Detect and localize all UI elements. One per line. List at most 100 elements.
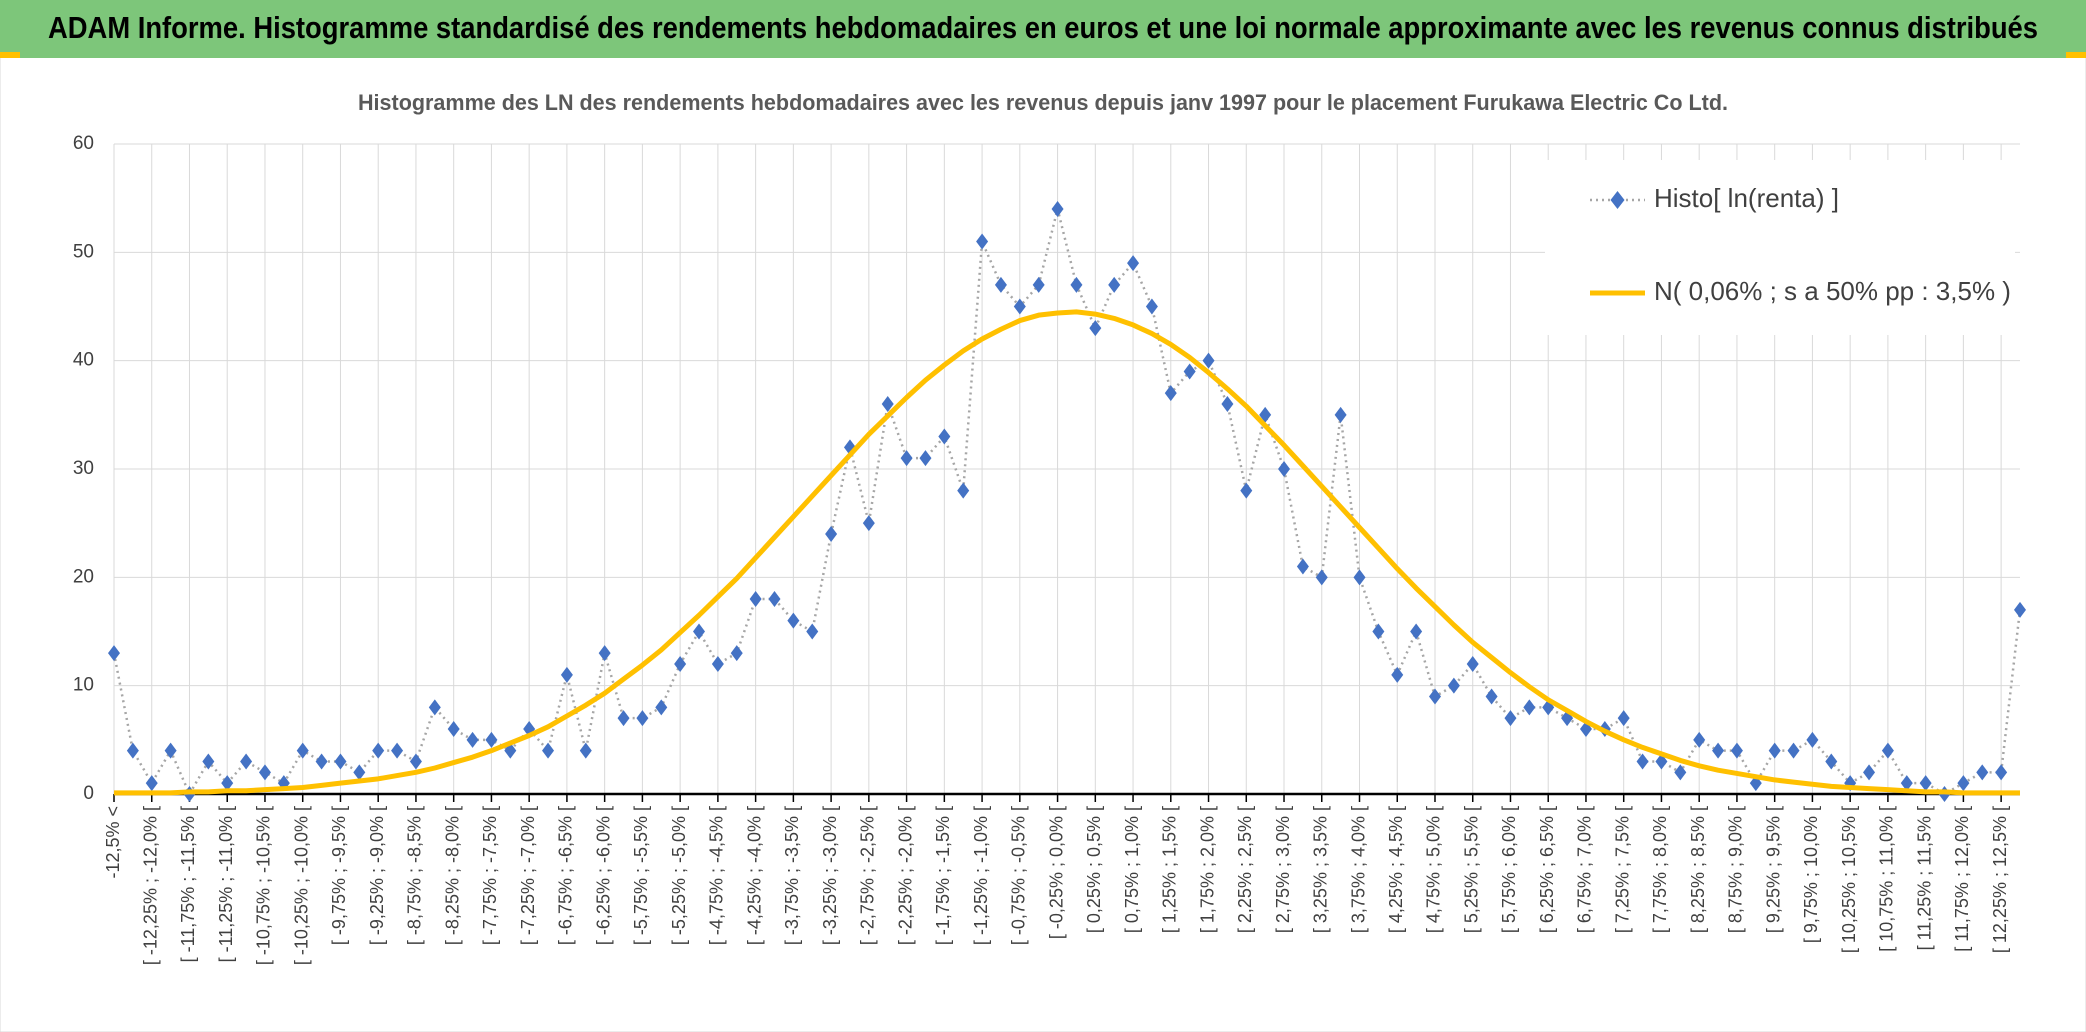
diamond-marker	[1221, 396, 1234, 412]
x-tick-label: [ 7,25% ; 7,5% [	[1612, 806, 1632, 933]
diamond-marker	[1051, 201, 1064, 217]
diamond-marker	[560, 666, 573, 683]
diamond-marker	[1504, 710, 1517, 727]
diamond-marker	[730, 645, 743, 662]
x-tick-label: [ -4,25% ; -4,0% [	[744, 806, 764, 945]
diamond-marker	[825, 526, 838, 542]
diamond-marker	[372, 742, 385, 759]
diamond-marker	[1523, 699, 1536, 716]
diamond-marker	[1315, 569, 1328, 586]
diamond-marker	[1863, 764, 1876, 781]
diamond-marker	[862, 515, 875, 532]
diamond-marker	[994, 276, 1007, 293]
diamond-marker	[1183, 363, 1196, 380]
diamond-marker	[1485, 688, 1498, 705]
x-tick-label: [ -8,25% ; -8,0% [	[442, 806, 462, 945]
diamond-marker	[1881, 742, 1894, 759]
x-tick-label: [ -9,75% ; -9,5% [	[329, 806, 349, 945]
x-tick-label: [ 3,75% ; 4,0% [	[1348, 806, 1368, 933]
diamond-marker	[787, 612, 800, 629]
x-tick-label: [ -3,25% ; -3,0% [	[820, 806, 840, 945]
x-tick-label: [ 2,25% ; 2,5% [	[1235, 806, 1255, 933]
x-tick-label: [ 5,25% ; 5,5% [	[1461, 806, 1481, 933]
x-tick-label: [ -0,75% ; -0,5% [	[1009, 806, 1029, 945]
x-tick-label: [ 1,25% ; 1,5% [	[1160, 806, 1180, 933]
diamond-marker	[1013, 298, 1026, 315]
diamond-marker	[240, 753, 253, 770]
diamond-marker	[693, 623, 706, 640]
x-tick-label: [ 8,25% ; 8,5% [	[1688, 806, 1708, 933]
x-tick-label: [ 2,75% ; 3,0% [	[1273, 806, 1293, 933]
x-tick-label: [ 5,75% ; 6,0% [	[1499, 806, 1519, 933]
y-tick-label: 50	[73, 241, 94, 262]
diamond-marker	[1466, 656, 1479, 672]
x-tick-label: [ 12,25% ; 12,5% [	[1990, 806, 2010, 953]
diamond-marker	[1145, 298, 1158, 315]
diamond-marker	[353, 764, 366, 781]
diamond-marker	[938, 428, 951, 445]
corner	[2066, 52, 2086, 58]
x-tick-label: [ -4,75% ; -4,5% [	[707, 806, 727, 945]
diamond-marker	[806, 623, 819, 640]
diamond-marker	[1428, 688, 1441, 705]
x-tick-label: [ -12,25% ; -12,0% [	[140, 806, 160, 965]
legend-marker	[1610, 191, 1625, 209]
x-tick-label: -12,5% <	[103, 806, 123, 879]
diamond-marker	[1693, 731, 1706, 748]
x-tick-label: [ -8,75% ; -8,5% [	[405, 806, 425, 945]
x-tick-label: [ -6,25% ; -6,0% [	[593, 806, 613, 945]
x-tick-label: [ 10,25% ; 10,5% [	[1839, 806, 1859, 953]
diamond-marker	[1768, 742, 1781, 759]
y-tick-label: 40	[73, 350, 94, 371]
x-tick-label: [ -5,25% ; -5,0% [	[669, 806, 689, 945]
x-tick-label: [ 6,25% ; 6,5% [	[1537, 806, 1557, 933]
page-title: ADAM Informe. Histogramme standardisé de…	[48, 10, 2038, 45]
diamond-marker	[1712, 742, 1725, 759]
diamond-marker	[617, 710, 630, 727]
x-tick-label: [ -1,75% ; -1,5% [	[933, 806, 953, 945]
diamond-marker	[1296, 558, 1309, 575]
diamond-marker	[1259, 406, 1272, 423]
x-tick-label: [ 1,75% ; 2,0% [	[1197, 806, 1217, 933]
diamond-marker	[1730, 742, 1743, 759]
y-tick-label: 20	[73, 566, 94, 587]
x-tick-label: [ -5,75% ; -5,5% [	[631, 806, 651, 945]
diamond-marker	[126, 742, 139, 759]
diamond-marker	[466, 731, 479, 748]
x-tick-label: [ -10,75% ; -10,5% [	[254, 806, 274, 965]
diamond-marker	[655, 699, 668, 716]
diamond-marker	[1353, 569, 1366, 586]
diamond-marker	[485, 731, 498, 748]
y-tick-label: 60	[73, 133, 94, 154]
diamond-marker	[1995, 764, 2008, 781]
diamond-marker	[1334, 406, 1347, 423]
diamond-marker	[1089, 320, 1102, 337]
x-tick-label: [ 9,75% ; 10,0% [	[1801, 806, 1821, 943]
x-tick-label: [ -2,75% ; -2,5% [	[858, 806, 878, 945]
diamond-marker	[1674, 764, 1687, 781]
y-tick-label: 10	[73, 675, 94, 696]
legend-label: Histo[ ln(renta) ]	[1654, 183, 1839, 213]
diamond-marker	[1636, 753, 1649, 770]
x-tick-label: [ 4,25% ; 4,5% [	[1386, 806, 1406, 933]
diamond-marker	[636, 710, 649, 727]
x-tick-label: [ -7,75% ; -7,5% [	[480, 806, 500, 945]
diamond-marker	[409, 753, 422, 770]
corner	[0, 52, 20, 58]
diamond-marker	[1391, 666, 1404, 683]
diamond-marker	[108, 645, 120, 662]
diamond-marker	[447, 721, 460, 737]
diamond-marker	[258, 764, 271, 781]
diamond-marker	[2014, 601, 2026, 618]
diamond-marker	[1070, 276, 1083, 293]
x-tick-label: [ 0,25% ; 0,5% [	[1084, 806, 1104, 933]
diamond-marker	[749, 591, 762, 607]
x-tick-label: [ -10,25% ; -10,0% [	[291, 806, 311, 965]
diamond-marker	[976, 233, 989, 250]
diamond-marker	[1976, 764, 1989, 781]
diamond-marker	[1108, 276, 1121, 293]
chart-title: Histogramme des LN des rendements hebdom…	[358, 90, 1728, 115]
diamond-marker	[1202, 352, 1215, 369]
x-tick-label: [ -7,25% ; -7,0% [	[518, 806, 538, 945]
